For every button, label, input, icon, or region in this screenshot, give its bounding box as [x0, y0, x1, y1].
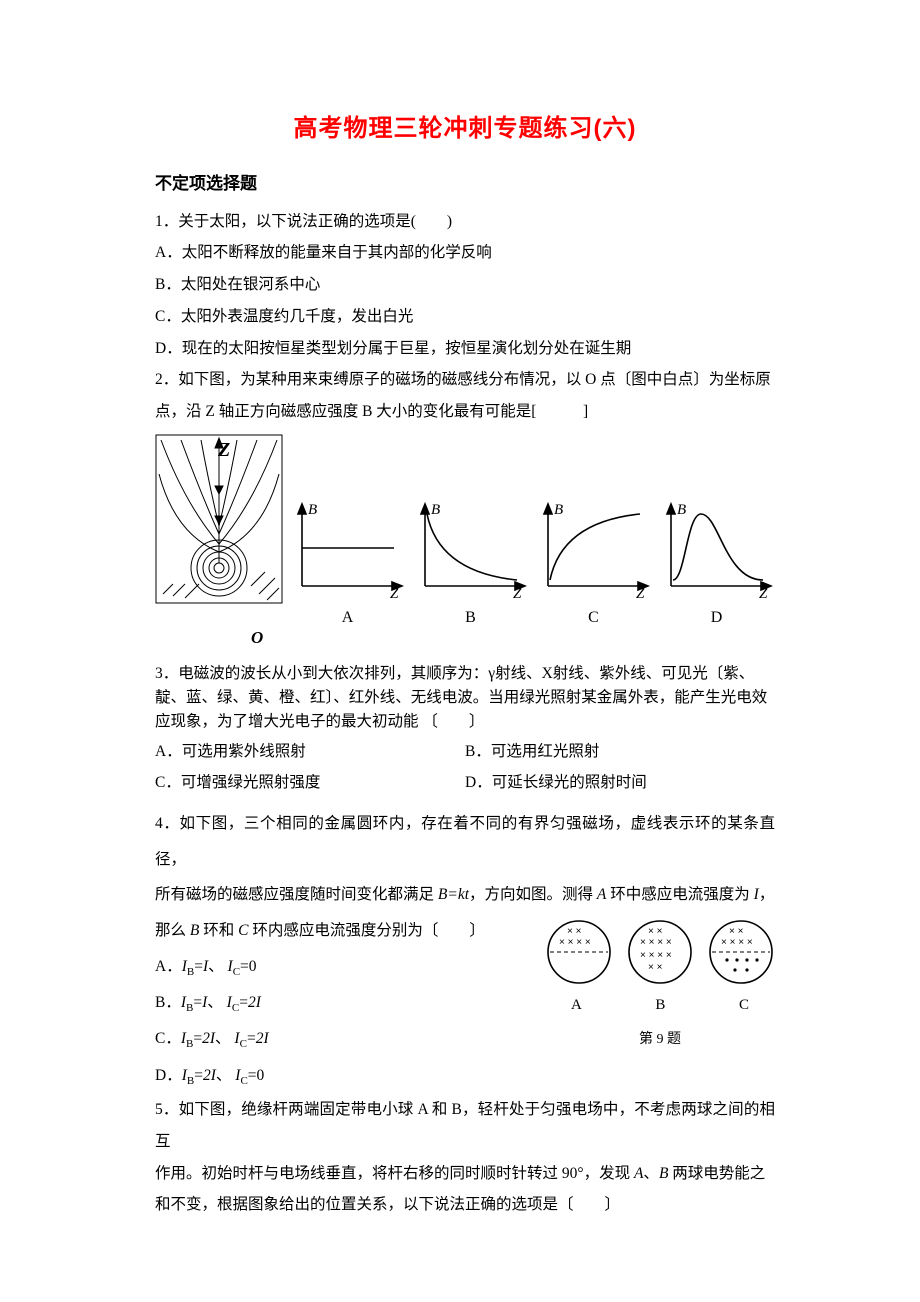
question-5: 5．如下图，绝缘杆两端固定带电小球 A 和 B，轻杆处于匀强电场中，不考虑两球之…: [155, 1094, 775, 1221]
axis-B-label: B: [431, 502, 440, 518]
q2-chart-D-svg: B Z: [661, 500, 773, 600]
q4-C-IC: 2I: [256, 1030, 269, 1047]
q3-stem-line1: 3．电磁波的波长从小到大依次排列，其顺序为：γ射线、X射线、紫外线、可见光〔紫、: [155, 662, 775, 686]
q4-stem-line1: 4．如下图，三个相同的金属圆环内，存在着不同的有界匀强磁场，虚线表示环的某条直径…: [155, 806, 775, 877]
axis-Z-label: Z: [513, 586, 522, 600]
q2-chart-B-svg: B Z: [415, 500, 527, 600]
page: 高考物理三轮冲刺专题练习(六) 不定项选择题 1．关于太阳，以下说法正确的选项是…: [0, 0, 920, 1261]
q5-l2-mid: 、: [643, 1165, 659, 1182]
q4-ring-label-B: B: [655, 988, 665, 1023]
q2-stem-line1: 2．如下图，为某种用来束缚原子的磁场的磁感线分布情况，以 O 点〔图中白点〕为坐…: [155, 364, 775, 396]
question-2: 2．如下图，为某种用来束缚原子的磁场的磁感线分布情况，以 O 点〔图中白点〕为坐…: [155, 364, 775, 656]
axis-Z-label: Z: [759, 586, 768, 600]
q5-stem-line2: 作用。初始时杆与电场线垂直，将杆右移的同时顺时针转过 90°，发现 A、B 两球…: [155, 1158, 775, 1190]
q2-stem-line2: 点，沿 Z 轴正方向磁感应强度 B 大小的变化最有可能是[ ]: [155, 396, 775, 428]
q4-ring-label-A: A: [571, 988, 582, 1023]
q4-l2-A: A: [597, 886, 606, 903]
section-heading: 不定项选择题: [155, 171, 775, 197]
q1-stem: 1．关于太阳，以下说法正确的选项是( ): [155, 206, 775, 238]
q4-l3-C: C: [238, 922, 248, 939]
q2-chart-D-label: D: [711, 602, 723, 620]
q4-l3-pre: 那么: [155, 922, 190, 939]
q1-option-A: A．太阳不断释放的能量来自于其内部的化学反响: [155, 237, 775, 269]
q4-figure: × × × × × × × × × × × × × × × × × ×: [545, 918, 775, 1057]
axis-Z-label: Z: [636, 586, 645, 600]
q1-option-D: D．现在的太阳按恒星类型划分属于巨星，按恒星演化划分处在诞生期: [155, 333, 775, 365]
question-1: 1．关于太阳，以下说法正确的选项是( ) A．太阳不断释放的能量来自于其内部的化…: [155, 206, 775, 365]
q2-magnetic-field-figure: Z: [155, 434, 283, 620]
q4-B-prefix: B．: [155, 994, 181, 1011]
q2-chart-C-label: C: [588, 602, 599, 620]
q2-chart-B-label: B: [465, 602, 476, 620]
q5-stem-line3: 和不变，根据图象给出的位置关系，以下说法正确的选项是〔 〕: [155, 1189, 775, 1221]
q4-D-IB: 2I: [203, 1067, 216, 1084]
q4-l2-pre: 所有磁场的磁感应强度随时间变化都满足: [155, 886, 438, 903]
q2-chart-D: B Z D: [658, 500, 775, 620]
svg-text:× ×: × ×: [648, 926, 663, 937]
q2-origin-label: O: [251, 621, 263, 656]
q3-option-D: D．可延长绿光的照射时间: [465, 767, 775, 798]
q4-l2-pa: ，方向如图。测得: [469, 886, 597, 903]
q3-option-C: C．可增强绿光照射强度: [155, 767, 465, 798]
q1-option-C: C．太阳外表温度约几千度，发出白光: [155, 301, 775, 333]
axis-B-label: B: [677, 502, 686, 518]
q4-ring-A: × × × × × ×: [545, 918, 613, 986]
svg-text:× × × ×: × × × ×: [721, 937, 753, 948]
page-title: 高考物理三轮冲刺专题练习(六): [155, 110, 775, 147]
q4-figure-caption: 第 9 题: [545, 1024, 775, 1056]
svg-text:× × × ×: × × × ×: [559, 937, 591, 948]
q4-l3-B: B: [190, 922, 199, 939]
svg-text:× × × ×: × × × ×: [640, 950, 672, 961]
q2-chart-A-label: A: [342, 602, 354, 620]
q2-chart-C-svg: B Z: [538, 500, 650, 600]
q5-stem-line1: 5．如下图，绝缘杆两端固定带电小球 A 和 B，轻杆处于匀强电场中，不考虑两球之…: [155, 1094, 775, 1158]
q2-chart-B: B Z B: [412, 500, 529, 620]
question-3: 3．电磁波的波长从小到大依次排列，其顺序为：γ射线、X射线、紫外线、可见光〔紫、…: [155, 662, 775, 798]
q4-C-IB: 2I: [202, 1030, 215, 1047]
q5-l2-pre: 作用。初始时杆与电场线垂直，将杆右移的同时顺时针转过 90°，发现: [155, 1165, 634, 1182]
q2-figure-row: Z: [155, 434, 775, 656]
q2-chart-C: B Z C: [535, 500, 652, 620]
q4-A-IB: I: [203, 958, 208, 975]
q4-B-IB: I: [202, 994, 207, 1011]
q2-chart-A-svg: B Z: [292, 500, 404, 600]
q2-chart-A: B Z A: [289, 500, 406, 620]
svg-text:× × × ×: × × × ×: [640, 937, 672, 948]
q4-stem-line2: 所有磁场的磁感应强度随时间变化都满足 B=kt，方向如图。测得 A 环中感应电流…: [155, 877, 775, 913]
q4-option-D: D．IB=2I、 IC=0: [155, 1058, 775, 1094]
q4-C-prefix: C．: [155, 1030, 181, 1047]
q4-l2-pb: 环中感应电流强度为: [606, 886, 753, 903]
axis-B-label: B: [308, 502, 317, 518]
q3-stem-line3: 应现象，为了增大光电子的最大初动能 〔 〕: [155, 710, 775, 734]
q3-option-A: A．可选用紫外线照射: [155, 736, 465, 767]
axis-Z-label: Z: [390, 586, 399, 600]
q4-D-prefix: D．: [155, 1067, 182, 1084]
axis-B-label: B: [554, 502, 563, 518]
q5-l2-post: 两球电势能之: [668, 1165, 765, 1182]
q4-D-IC: 0: [257, 1067, 265, 1084]
q5-l2-A: A: [634, 1165, 643, 1182]
svg-text:× ×: × ×: [729, 926, 744, 937]
svg-text:× ×: × ×: [567, 926, 582, 937]
q2-z-axis-label: Z: [218, 430, 230, 471]
svg-text:× ×: × ×: [648, 962, 663, 973]
q4-ring-label-C: C: [739, 988, 749, 1023]
q4-l3-mid: 环和: [199, 922, 238, 939]
q1-option-B: B．太阳处在银河系中心: [155, 269, 775, 301]
q3-stem-line2: 靛、蓝、绿、黄、橙、红〕、红外线、无线电波。当用绿光照射某金属外表，能产生光电效: [155, 686, 775, 710]
q4-l2-eq: B=kt: [438, 886, 469, 903]
q4-B-IC: 2I: [248, 994, 261, 1011]
q5-l2-B: B: [659, 1165, 668, 1182]
q4-A-IC: 0: [249, 958, 257, 975]
question-4: 4．如下图，三个相同的金属圆环内，存在着不同的有界匀强磁场，虚线表示环的某条直径…: [155, 806, 775, 1094]
q3-option-B: B．可选用红光照射: [465, 736, 775, 767]
q4-ring-B: × × × × × × × × × × × ×: [626, 918, 694, 986]
q4-A-prefix: A．: [155, 958, 182, 975]
q4-ring-C: × × × × × ×: [707, 918, 775, 986]
q4-l2-pc: ，: [759, 886, 775, 903]
q4-l3-post: 环内感应电流强度分别为〔 〕: [248, 922, 484, 939]
